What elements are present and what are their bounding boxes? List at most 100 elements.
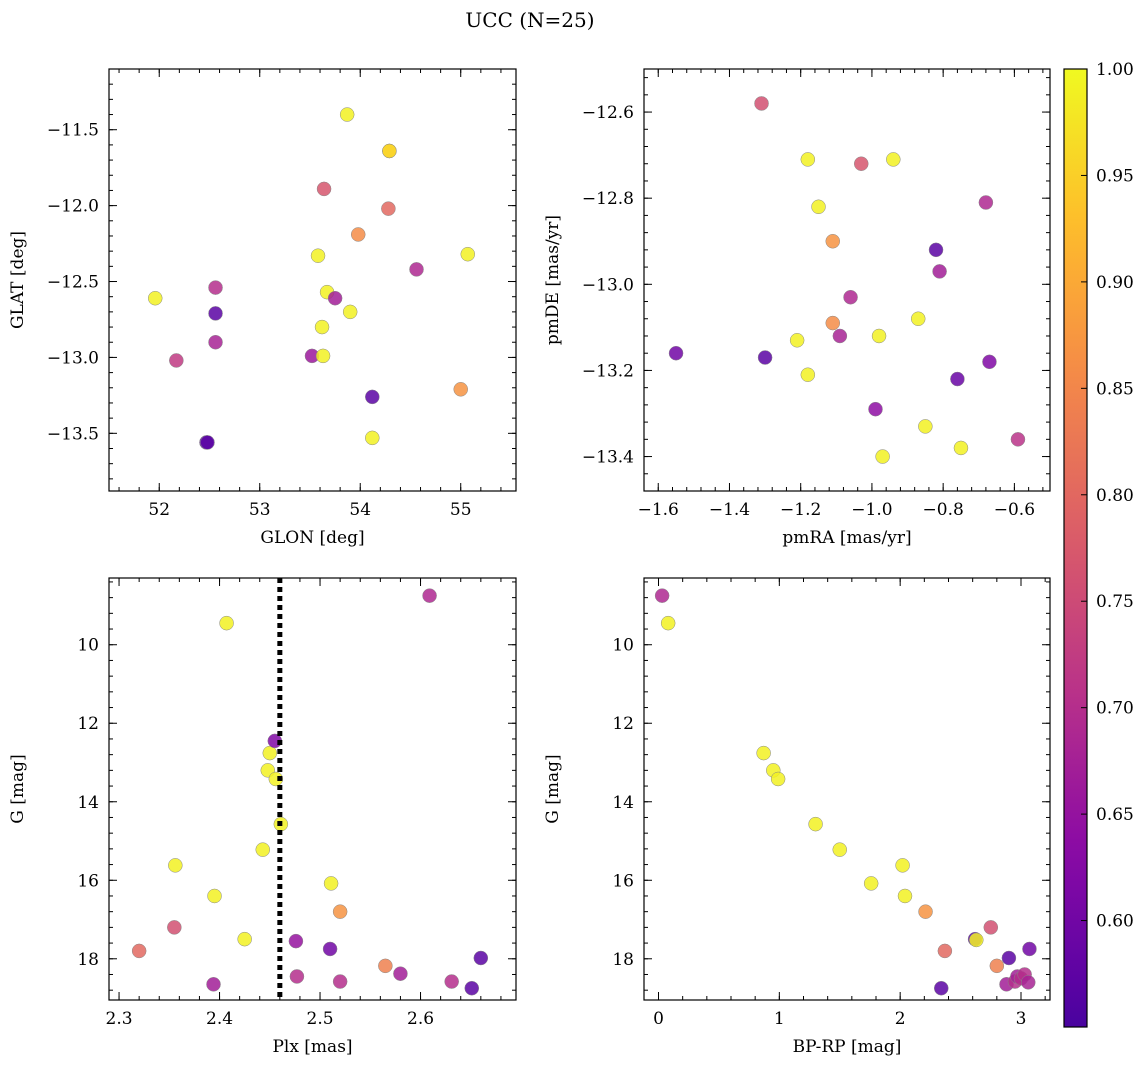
scatter-point bbox=[886, 152, 901, 167]
y-tick-label: 16 bbox=[77, 871, 99, 891]
scatter-point bbox=[800, 367, 816, 382]
scatter-point bbox=[832, 328, 848, 344]
scatter-point bbox=[800, 152, 816, 167]
scatter-point bbox=[339, 107, 355, 122]
scatter-point bbox=[237, 931, 252, 947]
x-tick-label: −1.4 bbox=[709, 500, 750, 520]
x-tick-label: 2.6 bbox=[407, 1009, 434, 1029]
scatter-point bbox=[350, 227, 366, 242]
scatter-point bbox=[315, 348, 331, 364]
scatter-points bbox=[654, 588, 1037, 996]
scatter-point bbox=[168, 858, 183, 873]
scatter-point bbox=[332, 904, 348, 919]
colorbar-tick-label: 0.90 bbox=[1096, 273, 1134, 293]
scatter-point bbox=[934, 980, 949, 996]
ticks bbox=[644, 578, 1050, 1000]
y-tick-label: −12.5 bbox=[47, 273, 99, 293]
scatter-point bbox=[660, 615, 676, 631]
y-tick-label: 10 bbox=[612, 636, 634, 656]
plot-frame bbox=[643, 577, 1051, 1001]
scatter-point bbox=[754, 96, 769, 111]
scatter-point bbox=[978, 195, 994, 210]
figure-title: UCC (N=25) bbox=[465, 8, 594, 32]
ticks bbox=[109, 68, 516, 491]
scatter-point bbox=[200, 435, 215, 450]
scatter-point bbox=[789, 333, 805, 348]
scatter-point bbox=[444, 974, 459, 989]
x-axis-label: BP-RP [mag] bbox=[793, 1037, 902, 1057]
y-tick-label: 12 bbox=[612, 714, 634, 734]
scatter-point bbox=[365, 389, 380, 405]
scatter-point bbox=[473, 950, 489, 966]
colorbar: 0.60 0.65 0.70 0.75 0.80 0.85 0.90 0.95 1.00 bbox=[1063, 60, 1134, 1028]
scatter-point bbox=[770, 771, 786, 787]
scatter-point bbox=[147, 290, 163, 306]
panel-plx-g: 2.3 2.4 2.5 2.6 10 12 14 16 18 Plx [mas] G [mag] bbox=[8, 577, 517, 1057]
x-tick-label: 2.4 bbox=[206, 1009, 233, 1029]
y-tick-label: −13.5 bbox=[47, 424, 99, 444]
scatter-point bbox=[825, 233, 841, 249]
ticks bbox=[644, 69, 1050, 491]
scatter-point bbox=[422, 588, 437, 603]
x-tick-label: −1.6 bbox=[638, 500, 679, 520]
x-tick-label: 2.3 bbox=[106, 1009, 133, 1029]
scatter-point bbox=[332, 974, 348, 989]
x-axis-label: GLON [deg] bbox=[260, 528, 364, 548]
scatter-point bbox=[950, 371, 965, 387]
scatter-point bbox=[989, 958, 1005, 974]
scatter-point bbox=[983, 920, 999, 935]
y-axis-label: G [mag] bbox=[543, 754, 563, 823]
scatter-point bbox=[365, 430, 380, 446]
ticks bbox=[109, 578, 516, 1000]
y-tick-label: 18 bbox=[612, 950, 634, 970]
x-tick-label: 52 bbox=[148, 500, 170, 520]
colorbar-tick-label: 0.75 bbox=[1096, 592, 1134, 612]
scatter-point bbox=[207, 888, 222, 904]
x-tick-label: −0.8 bbox=[923, 500, 964, 520]
x-tick-label: 53 bbox=[249, 500, 271, 520]
scatter-point bbox=[268, 771, 284, 787]
scatter-point bbox=[310, 248, 326, 263]
scatter-point bbox=[1021, 975, 1036, 990]
scatter-point bbox=[895, 858, 910, 873]
y-tick-label: −13.2 bbox=[582, 361, 634, 381]
y-tick-label: −12.0 bbox=[47, 197, 99, 217]
scatter-point bbox=[969, 932, 984, 948]
x-tick-label: 55 bbox=[450, 500, 472, 520]
plot-frame bbox=[108, 577, 517, 1001]
scatter-point bbox=[897, 888, 913, 904]
scatter-point bbox=[863, 876, 879, 891]
y-tick-label: −11.5 bbox=[47, 121, 99, 141]
colorbar-tick-label: 0.95 bbox=[1096, 166, 1134, 186]
scatter-point bbox=[206, 977, 221, 992]
panel-pm: −1.6 −1.4 −1.2 −1.0 −0.8 −0.6 −13.4 −13.2 −13.0 −… bbox=[543, 68, 1051, 548]
scatter-point bbox=[868, 401, 883, 417]
scatter-point bbox=[381, 201, 396, 216]
scatter-point bbox=[875, 449, 890, 464]
scatter-point bbox=[382, 143, 397, 159]
colorbar-tick-label: 0.85 bbox=[1096, 379, 1134, 399]
colorbar-tick-label: 0.80 bbox=[1096, 486, 1134, 506]
x-tick-label: −1.0 bbox=[851, 500, 892, 520]
x-tick-label: 1 bbox=[774, 1009, 785, 1029]
y-tick-label: 16 bbox=[612, 871, 634, 891]
y-tick-label: 14 bbox=[612, 793, 634, 813]
x-axis-label: pmRA [mas/yr] bbox=[782, 528, 911, 548]
x-tick-label: 54 bbox=[349, 500, 371, 520]
scatter-point bbox=[453, 382, 468, 397]
scatter-point bbox=[327, 290, 343, 306]
panel-glon-glat: 52 53 54 55 −13.5 −13.0 −12.5 −12.0 −11.5 GLON [d… bbox=[8, 68, 517, 548]
colorbar-gradient bbox=[1063, 68, 1088, 1028]
scatter-point bbox=[982, 354, 997, 370]
plot-frame bbox=[643, 68, 1051, 492]
scatter-point bbox=[1001, 950, 1017, 966]
y-tick-label: −12.8 bbox=[582, 189, 634, 209]
scatter-point bbox=[756, 745, 771, 761]
scatter-point bbox=[832, 842, 847, 857]
y-axis-label: G [mag] bbox=[8, 754, 28, 823]
scatter-point bbox=[314, 319, 330, 335]
scatter-point bbox=[808, 816, 823, 832]
scatter-point bbox=[928, 242, 944, 258]
